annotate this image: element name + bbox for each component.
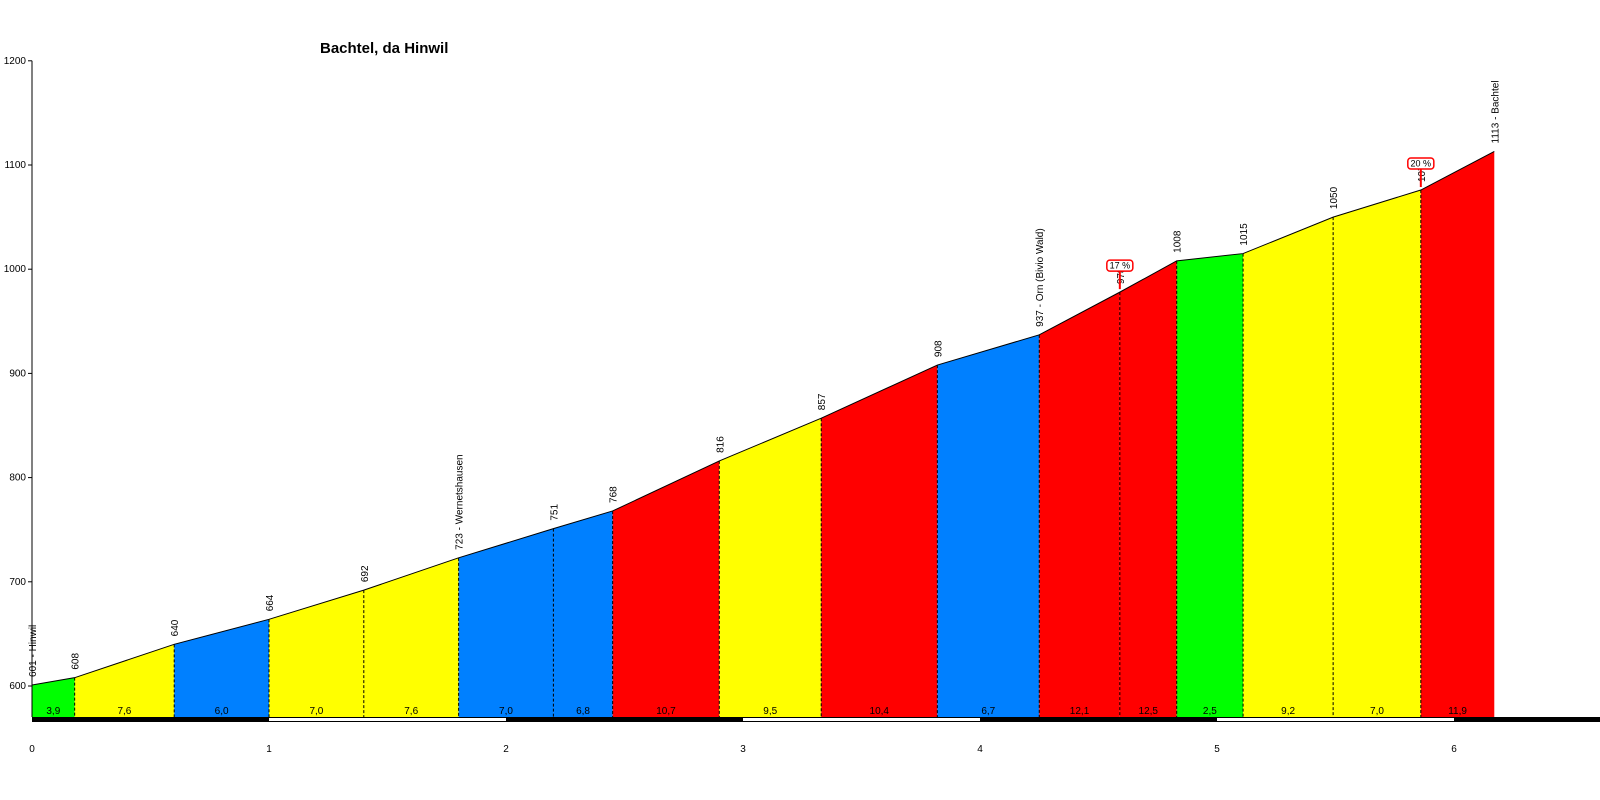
gradient-label: 2,5 — [1203, 706, 1217, 717]
gradient-label: 7,6 — [117, 706, 131, 717]
gradient-label: 10,4 — [870, 706, 890, 717]
elevation-label: 1113 - Bachtel — [1490, 80, 1501, 143]
elevation-label: 978 — [1116, 267, 1127, 284]
elevation-label: 601 - Hinwil — [28, 625, 39, 677]
elevation-label: 751 — [549, 504, 560, 521]
gradient-label: 10,7 — [656, 706, 676, 717]
gradient-label: 7,0 — [499, 706, 513, 717]
profile-segment — [32, 677, 75, 717]
gradient-label: 7,0 — [1370, 706, 1384, 717]
elevation-label: 857 — [817, 393, 828, 410]
max-gradient-label: 17 % — [1110, 261, 1131, 271]
elevation-label: 937 - Orn (Bivio Wald) — [1035, 228, 1046, 327]
profile-segment — [1333, 190, 1421, 717]
profile-segment — [937, 334, 1040, 717]
gradient-label: 6,8 — [576, 706, 590, 717]
elevation-label: 816 — [715, 436, 726, 453]
y-tick-label: 1000 — [4, 264, 27, 275]
max-gradient-label: 20 % — [1411, 159, 1432, 169]
profile-segment — [553, 510, 613, 717]
elevation-label: 1050 — [1329, 186, 1340, 209]
elevation-label: 723 - Wernetshausen — [455, 454, 466, 549]
profile-segment — [269, 590, 364, 717]
x-axis-km-segment — [269, 718, 506, 721]
x-tick-label: 0 — [29, 744, 35, 755]
elevation-label: 692 — [360, 565, 371, 582]
x-axis-km-segment — [743, 718, 980, 721]
y-tick-label: 700 — [9, 577, 26, 588]
profile-line — [31, 151, 1495, 686]
elevation-label: 664 — [265, 594, 276, 611]
y-tick-label: 1100 — [4, 160, 26, 171]
chart-title: Bachtel, da Hinwil — [320, 40, 449, 57]
elevation-label: 640 — [170, 619, 181, 636]
profile-segment — [74, 644, 175, 717]
profile-segment — [1119, 260, 1177, 717]
gradient-label: 11,9 — [1448, 706, 1467, 717]
x-axis-km-segment — [1217, 718, 1454, 721]
elevation-label: 768 — [609, 486, 620, 503]
x-tick-label: 4 — [977, 744, 983, 755]
gradient-label: 9,5 — [763, 706, 777, 717]
gradient-label: 3,9 — [46, 706, 60, 717]
profile-segment — [1039, 292, 1120, 717]
gradient-label: 12,5 — [1139, 706, 1159, 717]
x-tick-label: 2 — [503, 744, 509, 755]
elevation-label: 1008 — [1173, 230, 1184, 253]
max-gradient-box — [1407, 157, 1435, 170]
x-tick-label: 6 — [1451, 744, 1457, 755]
y-tick-label: 1200 — [4, 56, 27, 67]
y-tick-label: 900 — [9, 368, 26, 379]
elevation-label: 608 — [71, 653, 82, 670]
profile-segment — [1420, 151, 1495, 718]
profile-segment — [1243, 217, 1334, 717]
y-tick-label: 600 — [9, 681, 26, 692]
profile-segment — [1176, 253, 1244, 717]
max-gradient-box — [1106, 259, 1134, 272]
profile-segment — [612, 460, 720, 717]
profile-segment — [174, 619, 269, 717]
x-tick-label: 3 — [740, 744, 746, 755]
y-tick-label: 800 — [9, 473, 26, 484]
gradient-label: 6,0 — [215, 706, 229, 717]
profile-segment — [458, 528, 554, 717]
x-tick-label: 1 — [266, 744, 272, 755]
profile-segment — [821, 365, 938, 717]
x-tick-label: 5 — [1214, 744, 1220, 755]
gradient-label: 7,0 — [309, 706, 323, 717]
elevation-label: 908 — [933, 340, 944, 357]
elevation-label: 1076 — [1417, 159, 1428, 182]
profile-segment — [719, 418, 822, 717]
elevation-label: 1015 — [1239, 223, 1250, 246]
gradient-label: 9,2 — [1281, 706, 1295, 717]
gradient-label: 7,6 — [404, 706, 418, 717]
gradient-label: 6,7 — [981, 706, 995, 717]
profile-segment — [363, 557, 459, 717]
gradient-label: 12,1 — [1070, 706, 1090, 717]
